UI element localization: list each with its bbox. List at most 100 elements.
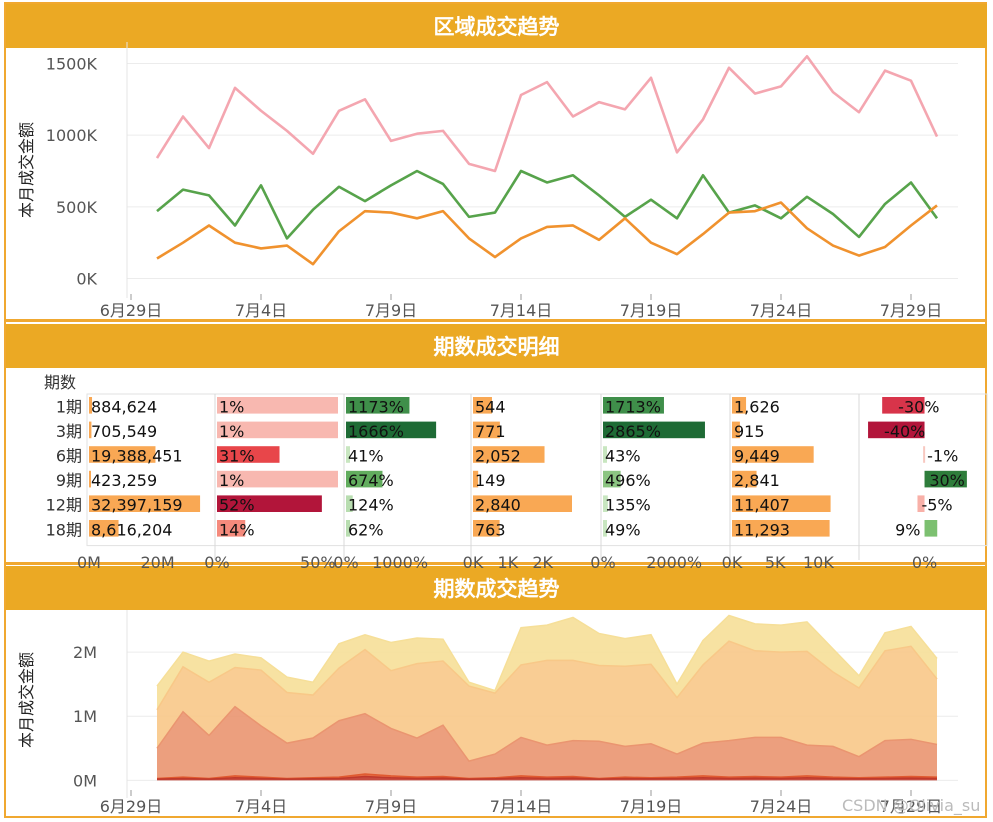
chart-2-title: 期数成交明细 [6, 324, 987, 368]
y-tick-label: 0M [73, 771, 97, 790]
col-amount-pct-bar [217, 470, 338, 488]
x-tick-label: 7月29日 [880, 797, 943, 816]
col-count-value: 544 [475, 397, 506, 416]
col-count-growth-value: 135% [605, 496, 651, 515]
table-border [86, 393, 988, 547]
col-avg-price-value: 11,407 [734, 496, 790, 515]
x-tick-label: 7月24日 [750, 797, 813, 816]
col-count-growth-bar [603, 470, 621, 488]
col-avg-price-bar [732, 495, 831, 512]
col-amount-growth-value: 62% [348, 520, 384, 539]
y-tick-label: 2M [73, 643, 97, 662]
col-count-growth-bar [603, 397, 664, 414]
col-amount-growth-bar [346, 421, 437, 439]
col-count-bar [473, 446, 545, 463]
col-avg-growth-bar [924, 520, 938, 537]
column-axis-tick: 2K [532, 553, 553, 572]
series-pink-line [155, 55, 939, 173]
col-avg-price-bar [732, 470, 757, 488]
col-count-bar [473, 470, 479, 488]
col-count-growth-bar [603, 495, 608, 512]
column-axis-tick: 50% [300, 553, 336, 572]
section-divider-2 [4, 562, 987, 565]
column-axis-tick: 10K [803, 553, 834, 572]
x-tick-label: 7月19日 [620, 301, 683, 320]
col-count-growth-value: 1713% [605, 397, 661, 416]
col-amount-bar [89, 397, 93, 414]
col-amount-value: 423,259 [91, 471, 157, 490]
area-4-area [157, 641, 937, 762]
col-avg-growth-bar [868, 421, 925, 439]
column-axis-tick: 0K [722, 553, 743, 572]
col-amount-growth-bar [346, 470, 383, 488]
col-count-value: 149 [475, 471, 506, 490]
x-tick-label: 6月29日 [100, 301, 163, 320]
col-avg-growth-value: 30% [929, 471, 965, 490]
column-axis-tick: 20M [140, 553, 174, 572]
col-avg-growth-value: -1% [927, 447, 958, 466]
col-amount-pct-value: 14% [219, 520, 255, 539]
row-label: 6期 [56, 447, 82, 466]
col-amount-bar [89, 495, 201, 512]
area-5-area [157, 615, 937, 710]
column-axis-tick: 0% [912, 553, 937, 572]
col-avg-price-value: 915 [734, 422, 765, 441]
x-tick-label: 6月29日 [100, 797, 163, 816]
col-amount-bar [89, 421, 92, 439]
col-avg-growth-value: -40% [884, 422, 925, 441]
col-avg-price-bar [732, 421, 740, 439]
x-tick-label: 7月9日 [365, 301, 417, 320]
area-5-edge [156, 614, 938, 692]
x-tick-label: 7月24日 [750, 301, 813, 320]
col-count-growth-value: 2865% [605, 422, 661, 441]
col-avg-price-value: 9,449 [734, 447, 780, 466]
col-avg-growth-bar [923, 446, 926, 463]
col-amount-growth-bar [346, 520, 350, 537]
chart-3-title: 期数成交趋势 [6, 566, 987, 610]
col-avg-growth-value: 9% [895, 520, 920, 539]
col-count-value: 763 [475, 520, 506, 539]
col-avg-growth-bar [882, 397, 925, 414]
column-axis-tick: 1000% [372, 553, 428, 572]
col-amount-growth-value: 124% [348, 496, 394, 515]
col-avg-growth-value: -5% [921, 496, 952, 515]
col-count-growth-bar [603, 520, 607, 537]
row-label: 1期 [56, 397, 82, 416]
col-amount-growth-value: 1173% [348, 397, 404, 416]
y-axis-title: 本月成交金额 [17, 122, 36, 218]
col-amount-value: 32,397,159 [91, 496, 183, 515]
row-label: 3期 [56, 422, 82, 441]
y-tick-label: 1500K [46, 54, 98, 73]
col-amount-value: 8,616,204 [91, 520, 172, 539]
col-avg-price-bar [732, 520, 830, 537]
col-amount-pct-value: 1% [219, 397, 244, 416]
col-amount-bar [89, 520, 119, 537]
column-axis-tick: 0M [77, 553, 101, 572]
col-amount-growth-value: 41% [348, 447, 384, 466]
col-amount-pct-bar [217, 446, 280, 463]
watermark: CSDN @Olivia_su [842, 796, 981, 815]
area-4-edge [156, 640, 938, 711]
col-amount-pct-value: 31% [219, 447, 255, 466]
y-axis-title: 本月成交金额 [17, 652, 36, 748]
x-tick-label: 7月19日 [620, 797, 683, 816]
area-3-edge [156, 705, 938, 762]
col-count-bar [473, 421, 500, 439]
row-label: 18期 [46, 520, 82, 539]
detail-table-chart: 期数 1期 3期 6期 9期 12期 18期 0M 20M 884,624 705,549 19,38… [44, 373, 988, 572]
col-count-growth-value: 49% [605, 520, 641, 539]
col-count-value: 2,840 [475, 496, 521, 515]
col-amount-growth-value: 1666% [348, 422, 404, 441]
col-avg-growth-bar [917, 495, 925, 512]
col-amount-growth-bar [346, 446, 350, 463]
col-amount-growth-bar [346, 397, 410, 414]
col-count-bar [473, 495, 572, 512]
col-amount-pct-bar [217, 397, 338, 414]
area-3-area [157, 706, 937, 779]
col-amount-growth-bar [346, 495, 353, 512]
x-tick-label: 7月29日 [880, 301, 943, 320]
x-tick-label: 7月9日 [365, 797, 417, 816]
col-count-growth-value: 43% [605, 447, 641, 466]
column-axis-tick: 0% [333, 553, 358, 572]
col-amount-bar [89, 470, 91, 488]
